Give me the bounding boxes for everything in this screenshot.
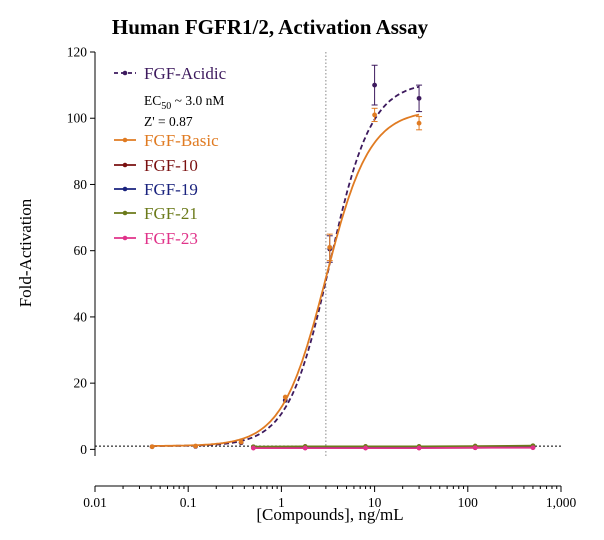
y-tick-label-40: 40 <box>74 309 88 324</box>
y-axis-label: Fold-Activation <box>16 198 35 307</box>
data-point-fgf-basic <box>149 444 155 450</box>
data-point-fgf-basic <box>372 112 377 118</box>
legend-marker-fgf-21 <box>122 210 128 216</box>
data-point-fgf-acidic <box>416 95 422 101</box>
x-axis-label: [Compounds], ng/mL <box>256 505 403 524</box>
data-point-fgf-acidic <box>372 82 377 88</box>
y-tick-label-120: 120 <box>67 45 88 60</box>
legend-label-fgf-acidic: FGF-Acidic <box>144 64 227 83</box>
legend-label-fgf-10: FGF-10 <box>144 156 198 175</box>
legend-marker-fgf-23 <box>122 235 128 241</box>
annotation-0: EC50 ~ 3.0 nM <box>144 93 224 112</box>
legend-marker-fgf-basic <box>122 137 128 143</box>
data-point-fgf-basic <box>416 120 422 126</box>
chart-title: Human FGFR1/2, Activation Assay <box>112 15 429 39</box>
data-point-fgf-23 <box>472 445 478 451</box>
legend-label-fgf-23: FGF-23 <box>144 229 198 248</box>
data-point-fgf-23 <box>363 445 368 451</box>
plot-area: 0 20 40 60 80 100 120 0.01 0.1 1 10 100 1,000 <box>67 45 577 511</box>
data-point-fgf-basic <box>193 443 198 449</box>
y-tick-label-0: 0 <box>80 442 87 457</box>
series-line-fgf-21 <box>253 444 533 448</box>
legend: FGF-Acidic FGF-Basic FGF-10 FGF-19 FGF-21 FGF… <box>114 64 227 248</box>
legend-label-fgf-19: FGF-19 <box>144 180 198 199</box>
legend-label-fgf-21: FGF-21 <box>144 204 198 223</box>
x-tick-label-2: 1 <box>278 495 285 510</box>
legend-label-fgf-basic: FGF-Basic <box>144 131 219 150</box>
data-point-fgf-23 <box>250 445 256 451</box>
data-point-fgf-basic <box>238 439 244 445</box>
data-point-fgf-basic <box>327 244 333 250</box>
x-tick-label-4: 100 <box>458 495 479 510</box>
x-tick-label-5: 1,000 <box>546 495 577 510</box>
data-point-fgf-23 <box>530 445 536 451</box>
y-tick-label-80: 80 <box>74 177 88 192</box>
y-tick-label-60: 60 <box>74 243 88 258</box>
annotation-1: Z' = 0.87 <box>144 114 193 129</box>
data-point-fgf-23 <box>416 445 422 451</box>
data-point-fgf-basic <box>282 394 288 400</box>
y-tick-label-20: 20 <box>74 376 88 391</box>
legend-marker-fgf-10 <box>122 162 128 168</box>
y-tick-label-100: 100 <box>67 111 88 126</box>
legend-marker-fgf-acidic <box>122 70 128 76</box>
x-tick-label-3: 10 <box>368 495 382 510</box>
x-tick-label-1: 0.1 <box>180 495 197 510</box>
x-tick-label-0: 0.01 <box>83 495 107 510</box>
data-point-fgf-23 <box>302 445 308 451</box>
legend-marker-fgf-19 <box>122 186 128 192</box>
